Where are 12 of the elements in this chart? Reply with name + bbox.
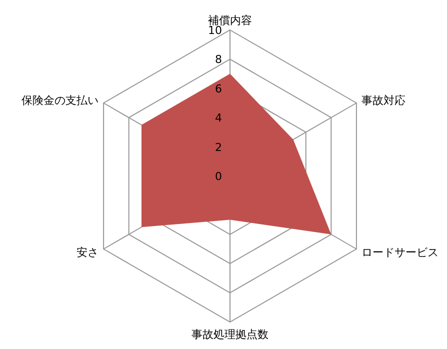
spoke-label: 安さ xyxy=(76,246,98,259)
spoke-label: 事故対応 xyxy=(362,94,406,107)
y-tick-label: 8 xyxy=(215,53,222,66)
spoke-label: ロードサービス xyxy=(362,246,439,259)
spoke-label: 補償内容 xyxy=(208,14,252,27)
y-tick-label: 6 xyxy=(215,82,222,96)
y-tick-label: 4 xyxy=(215,112,222,125)
y-tick-label: 0 xyxy=(215,170,222,183)
spoke-label: 保険金の支払い xyxy=(21,94,98,107)
spoke-label: 事故処理拠点数 xyxy=(192,328,268,341)
y-tick-label: 2 xyxy=(215,140,222,154)
y-tick-label: 10 xyxy=(208,24,222,37)
